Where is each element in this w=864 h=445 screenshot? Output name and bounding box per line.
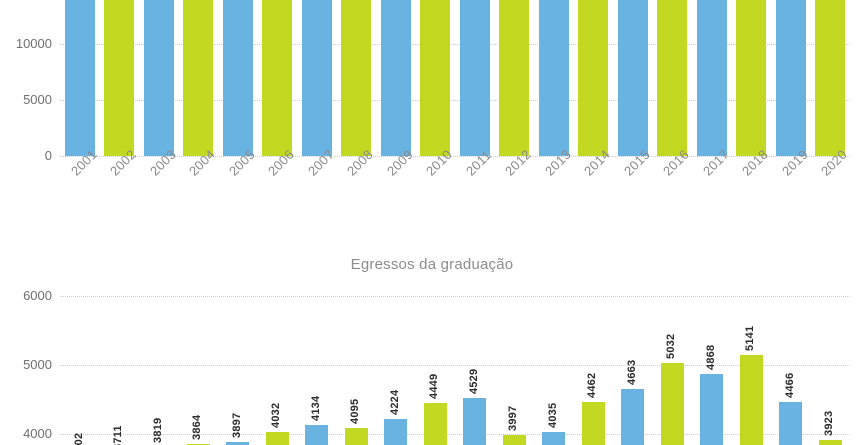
bar-2013[interactable]	[542, 432, 566, 445]
bar-2018[interactable]	[739, 355, 763, 445]
bar-value-label: 4663	[625, 359, 638, 385]
bar-2018[interactable]	[736, 0, 767, 156]
bar-value-label: 4032	[270, 402, 283, 429]
gridline	[60, 296, 850, 297]
gridline	[60, 100, 850, 101]
bar-2001[interactable]	[64, 0, 95, 156]
bar-2016[interactable]	[660, 363, 684, 445]
bar-2004[interactable]	[186, 443, 210, 445]
gridline	[60, 365, 850, 367]
bar-value-label: 3602	[73, 433, 85, 445]
bar-value-label: 4466	[783, 372, 796, 399]
bar-value-label: 4134	[309, 395, 322, 422]
bar-2007[interactable]	[301, 0, 332, 156]
bar-2013[interactable]	[538, 0, 569, 156]
bar-2011[interactable]	[463, 397, 487, 445]
bar-value-label: 5141	[744, 326, 757, 352]
bar-2019[interactable]	[779, 402, 803, 445]
bar-value-label: 4529	[467, 368, 480, 394]
bar-2012[interactable]	[499, 0, 530, 156]
bar-2008[interactable]	[341, 0, 372, 156]
gridline	[60, 156, 850, 157]
bar-value-label: 3997	[507, 405, 520, 431]
bar-2012[interactable]	[502, 434, 526, 445]
bar-value-label: 3711	[112, 425, 125, 445]
bar-2020[interactable]	[815, 0, 846, 156]
bar-value-label: 3819	[151, 417, 164, 443]
bar-value-label: 4449	[428, 374, 441, 400]
bar-2017[interactable]	[700, 374, 724, 445]
chart-title-egressos: Egressos da graduação	[350, 256, 514, 273]
bar-2004[interactable]	[183, 0, 214, 156]
bar-2019[interactable]	[775, 0, 806, 156]
bar-value-label: 4462	[586, 373, 599, 399]
y-axis-tick-label: 5000	[23, 92, 52, 107]
bar-2015[interactable]	[617, 0, 648, 156]
bar-value-label: 3864	[191, 414, 204, 440]
bar-2008[interactable]	[344, 427, 368, 445]
bar-2003[interactable]	[143, 0, 174, 156]
bar-2014[interactable]	[578, 0, 609, 156]
bar-value-label: 4095	[349, 398, 362, 424]
plot-area-top	[60, 0, 850, 157]
y-axis-tick-label: 0	[44, 148, 52, 163]
bar-2007[interactable]	[305, 425, 329, 445]
bar-value-label: 3897	[230, 412, 243, 438]
bar-value-label: 4868	[704, 345, 717, 371]
gridline	[60, 434, 850, 436]
bar-2009[interactable]	[384, 418, 408, 445]
bar-2010[interactable]	[423, 403, 447, 445]
y-axis-tick-label: 6000	[23, 288, 52, 303]
chart-egressos-graduacao: Egressos da graduação 3602 3711 3819 3864 38…	[0, 250, 864, 445]
bar-2014[interactable]	[581, 402, 605, 445]
plot-area-bottom: 3602 3711 3819 3864 3897 4032 4134 4095 4224 4449…	[60, 296, 850, 445]
bar-2017[interactable]	[696, 0, 727, 156]
bar-value-label: 3923	[823, 410, 836, 436]
bar-2011[interactable]	[459, 0, 490, 156]
bar-value-label: 5032	[665, 333, 678, 360]
bar-value-label: 4224	[388, 389, 401, 415]
chart-matriculas-top: 2001 2002 2003 2004 2005 2006 2007 2008 2009 2010…	[15, 0, 850, 179]
bar-2020[interactable]	[818, 439, 842, 445]
y-axis-tick-label: 5000	[23, 357, 52, 373]
bar-2006[interactable]	[265, 432, 289, 445]
bar-2006[interactable]	[262, 0, 293, 156]
bar-2005[interactable]	[226, 441, 250, 445]
bar-2015[interactable]	[621, 388, 645, 445]
bar-2010[interactable]	[420, 0, 451, 156]
bar-2009[interactable]	[380, 0, 411, 156]
y-axis-tick-label: 4000	[23, 426, 52, 442]
y-axis-tick-label: 10000	[15, 36, 52, 51]
bar-2005[interactable]	[222, 0, 253, 156]
bar-value-label: 4035	[546, 402, 559, 429]
gridline	[60, 44, 850, 45]
bar-2016[interactable]	[657, 0, 688, 156]
bar-2002[interactable]	[104, 0, 135, 156]
